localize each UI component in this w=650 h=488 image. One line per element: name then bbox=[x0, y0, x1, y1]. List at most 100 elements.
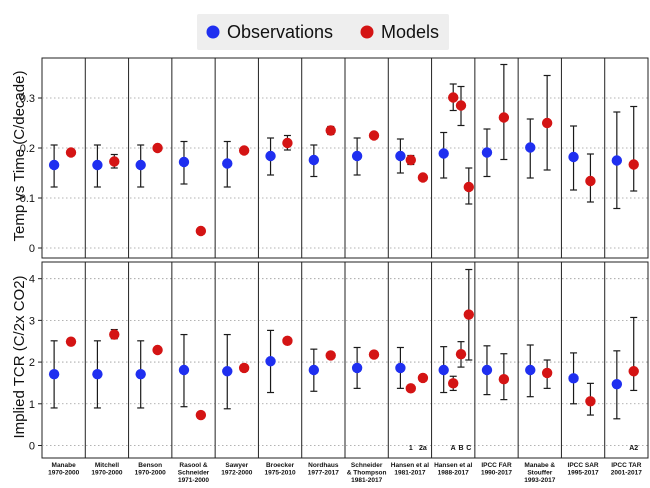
top-col7-observation-point bbox=[308, 154, 320, 166]
top-ytick-label-0: 0 bbox=[29, 243, 35, 255]
top-col4-observation-point bbox=[178, 156, 190, 168]
top-col10-model-2-point bbox=[455, 100, 467, 111]
bottom-ytick-label-1: 1 bbox=[29, 399, 35, 411]
top-col7-model-1-point bbox=[325, 125, 336, 136]
bottom-ytick-label-3: 3 bbox=[29, 315, 35, 327]
top-col12-observation-point bbox=[525, 142, 536, 153]
sublabel-col9-1: 1 bbox=[409, 445, 413, 452]
bottom-col6-observation-point bbox=[265, 356, 276, 367]
bottom-col10-model-3-point bbox=[463, 309, 474, 320]
bottom-col3-model-1-point bbox=[152, 344, 163, 356]
bottom-col14-model-1-point bbox=[628, 366, 639, 377]
plot-layer: 00.10.20.301234Manabe1970-2000Mitchell19… bbox=[20, 57, 649, 484]
bottom-col3-observation-point bbox=[135, 368, 146, 380]
column-label-13-line-2: 1995-2017 bbox=[568, 470, 599, 477]
column-label-12-line-1: Manabe & bbox=[524, 462, 555, 469]
column-label-7-line-2: 1977-2017 bbox=[308, 470, 339, 477]
column-label-1-line-2: 1970-2000 bbox=[48, 470, 79, 477]
bottom-col4-model-1-point bbox=[195, 409, 207, 421]
column-label-6-line-1: Broecker bbox=[266, 462, 295, 469]
bottom-col5-observation-point bbox=[222, 366, 233, 377]
legend-box bbox=[197, 14, 449, 50]
bottom-col8-observation-point bbox=[351, 362, 363, 374]
column-label-6-line-2: 1975-2010 bbox=[265, 470, 296, 477]
bottom-col9-model-2-point bbox=[417, 372, 429, 384]
bottom-col12-model-1-point bbox=[541, 367, 553, 379]
bottom-col5-model-1-point bbox=[238, 362, 250, 374]
top-col9-model-2-point bbox=[417, 172, 429, 183]
top-panel-ylabel: Temp vs Time (C/decade) bbox=[11, 71, 28, 242]
top-col8-observation-point bbox=[351, 150, 363, 162]
top-col13-observation-point bbox=[568, 151, 579, 163]
bottom-panel-ylabel: Implied TCR (C/2x CO2) bbox=[11, 275, 28, 438]
top-col1-observation-point bbox=[48, 159, 60, 171]
column-label-2-line-1: Mitchell bbox=[95, 462, 119, 469]
bottom-col2-model-1-point bbox=[109, 329, 120, 340]
top-col14-observation-point bbox=[611, 155, 623, 166]
top-col3-observation-point bbox=[135, 159, 146, 171]
top-col2-observation-point bbox=[92, 159, 103, 171]
top-ytick-label-1: 0.1 bbox=[20, 193, 35, 205]
bottom-ytick-label-4: 4 bbox=[29, 274, 35, 286]
bottom-col13-observation-point bbox=[568, 373, 579, 384]
bottom-ytick-label-0: 0 bbox=[29, 440, 35, 452]
top-col3-model-1-point bbox=[152, 142, 163, 154]
sublabel-col14-1: A2 bbox=[629, 445, 638, 452]
sublabel-col9-2: 2a bbox=[419, 445, 427, 452]
column-label-4-line-1: Rasool & bbox=[179, 462, 207, 469]
column-label-12-line-3: 1993-2017 bbox=[524, 477, 555, 484]
column-label-14-line-1: IPCC TAR bbox=[611, 462, 642, 469]
top-col11-model-1-point bbox=[498, 112, 510, 123]
top-col10-model-3-point bbox=[463, 181, 474, 193]
bottom-col4-observation-point bbox=[178, 364, 190, 376]
column-label-8-line-1: Schneider bbox=[351, 462, 383, 469]
bottom-col11-model-1-point bbox=[498, 373, 510, 385]
sublabel-col10-2: B bbox=[458, 445, 463, 452]
top-col6-model-1-point bbox=[282, 137, 293, 149]
top-col5-model-1-point bbox=[238, 145, 250, 156]
bottom-col7-model-1-point bbox=[325, 350, 336, 361]
top-col8-model-1-point bbox=[368, 130, 380, 141]
bottom-col9-observation-point bbox=[395, 362, 406, 374]
column-label-4-line-2: Schneider bbox=[178, 470, 210, 477]
legend: Observations Models bbox=[197, 14, 449, 50]
top-col13-model-1-point bbox=[585, 175, 596, 187]
bottom-col7-observation-point bbox=[308, 364, 320, 376]
column-label-8-line-3: 1981-2017 bbox=[351, 477, 382, 484]
bottom-col9-model-1-point bbox=[405, 383, 416, 394]
column-label-14-line-2: 2001-2017 bbox=[611, 470, 642, 477]
column-label-10-line-2: 1988-2017 bbox=[438, 470, 469, 477]
bottom-col1-model-1-point bbox=[65, 336, 77, 347]
legend-models-label: Models bbox=[381, 22, 439, 42]
top-col11-observation-point bbox=[481, 147, 493, 158]
top-col10-observation-point bbox=[438, 148, 449, 159]
column-label-9-line-1: Hansen et al bbox=[391, 462, 429, 469]
bottom-col2-observation-point bbox=[92, 368, 103, 380]
column-label-13-line-1: IPCC SAR bbox=[568, 462, 599, 469]
column-label-4-line-3: 1971-2000 bbox=[178, 477, 209, 484]
column-label-10-line-1: Hansen et al bbox=[434, 462, 472, 469]
top-col9-observation-point bbox=[395, 150, 406, 162]
top-ytick-label-3: 0.3 bbox=[20, 93, 35, 105]
legend-observations-label: Observations bbox=[227, 22, 333, 42]
column-label-9-line-2: 1981-2017 bbox=[394, 470, 425, 477]
top-col12-model-1-point bbox=[541, 117, 553, 129]
sublabel-col10-3: C bbox=[466, 445, 471, 452]
legend-observations-marker bbox=[206, 25, 220, 39]
column-label-5-line-1: Sawyer bbox=[225, 462, 248, 469]
column-label-8-line-2: & Thompson bbox=[347, 470, 387, 477]
legend-models-marker bbox=[360, 25, 374, 39]
column-label-11-line-2: 1990-2017 bbox=[481, 470, 512, 477]
bottom-col1-observation-point bbox=[48, 368, 60, 380]
column-label-2-line-2: 1970-2000 bbox=[91, 470, 122, 477]
top-col14-model-1-point bbox=[628, 159, 639, 170]
bottom-col11-observation-point bbox=[481, 364, 493, 376]
sublabel-col10-1: A bbox=[451, 445, 456, 452]
top-col6-observation-point bbox=[265, 150, 276, 162]
bottom-col13-model-1-point bbox=[585, 396, 596, 407]
top-col9-model-1-point bbox=[405, 154, 416, 166]
bottom-col6-model-1-point bbox=[282, 335, 293, 347]
bottom-col14-observation-point bbox=[611, 378, 623, 390]
top-col10-model-1-point bbox=[448, 92, 459, 103]
column-label-3-line-2: 1970-2000 bbox=[135, 470, 166, 477]
